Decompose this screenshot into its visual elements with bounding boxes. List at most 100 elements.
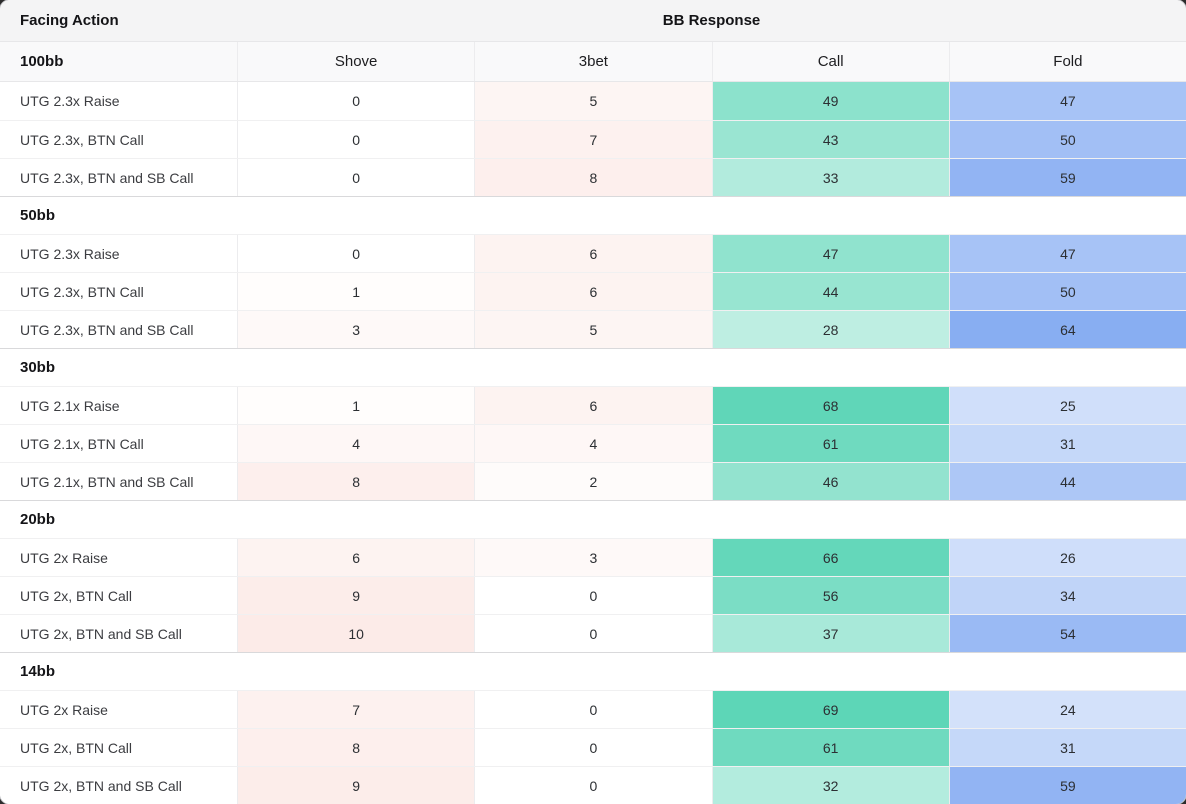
- table-row[interactable]: UTG 2x, BTN and SB Call 9 0 32 59: [0, 766, 1186, 804]
- fold-cell: 31: [948, 729, 1186, 766]
- shove-cell: 8: [237, 729, 475, 766]
- section-header-14bb: 14bb: [0, 652, 1186, 690]
- shove-cell: 9: [237, 577, 475, 614]
- 3bet-cell: 5: [474, 82, 712, 120]
- column-header-shove: Shove: [237, 42, 474, 81]
- call-cell: 66: [711, 539, 949, 576]
- fold-cell: 54: [948, 615, 1186, 652]
- section-label-30bb: 30bb: [20, 359, 56, 376]
- shove-cell: 9: [237, 767, 475, 804]
- fold-cell: 64: [948, 311, 1186, 348]
- shove-cell: 6: [237, 539, 475, 576]
- row-label: UTG 2x, BTN and SB Call: [20, 777, 182, 794]
- table-body: 100bb Shove 3bet Call Fold UTG 2.3x Raise 0 5 49…: [0, 42, 1186, 804]
- table-row[interactable]: UTG 2.3x Raise 0 6 47 47: [0, 234, 1186, 272]
- fold-cell: 50: [948, 121, 1186, 158]
- table-row[interactable]: UTG 2.1x, BTN Call 4 4 61 31: [0, 424, 1186, 462]
- row-label: UTG 2.3x Raise: [20, 93, 120, 109]
- shove-cell: 7: [237, 691, 475, 728]
- 3bet-cell: 2: [474, 463, 711, 500]
- table-row[interactable]: UTG 2x, BTN Call 8 0 61 31: [0, 728, 1186, 766]
- row-label: UTG 2.1x Raise: [20, 397, 120, 414]
- shove-cell: 8: [237, 463, 475, 500]
- fold-cell: 31: [948, 425, 1186, 462]
- fold-cell: 24: [948, 691, 1186, 728]
- row-label: UTG 2.3x, BTN Call: [20, 283, 144, 300]
- 3bet-cell: 8: [474, 159, 712, 196]
- table-row[interactable]: UTG 2.1x, BTN and SB Call 8 2 46 44: [0, 462, 1186, 500]
- shove-cell: 0: [237, 121, 474, 158]
- call-cell: 46: [711, 463, 949, 500]
- facing-action-header: Facing Action: [20, 12, 119, 29]
- row-label: UTG 2.1x, BTN Call: [20, 435, 144, 452]
- row-label: UTG 2x, BTN Call: [20, 739, 133, 756]
- shove-cell: 3: [237, 311, 474, 348]
- call-cell: 37: [711, 615, 949, 652]
- fold-cell: 44: [948, 463, 1186, 500]
- call-cell: 49: [711, 82, 949, 120]
- row-label: UTG 2x, BTN and SB Call: [20, 625, 182, 642]
- column-header-3bet: 3bet: [474, 42, 711, 81]
- 3bet-cell: 0: [474, 729, 711, 766]
- row-label: UTG 2x, BTN Call: [20, 587, 133, 604]
- shove-cell: 10: [237, 615, 475, 652]
- row-label: UTG 2.3x, BTN and SB Call: [20, 169, 194, 186]
- shove-cell: 0: [237, 82, 474, 120]
- fold-cell: 50: [948, 273, 1186, 310]
- table-row[interactable]: UTG 2x, BTN Call 9 0 56 34: [0, 576, 1186, 614]
- shove-cell: 1: [237, 273, 474, 310]
- bb-response-header: BB Response: [662, 12, 761, 29]
- fold-cell: 25: [948, 387, 1186, 424]
- fold-cell: 34: [948, 577, 1186, 614]
- call-cell: 44: [711, 273, 949, 310]
- section-header-20bb: 20bb: [0, 500, 1186, 538]
- row-label: UTG 2.3x Raise: [20, 245, 120, 262]
- fold-cell: 59: [948, 767, 1186, 804]
- column-header-row: 100bb Shove 3bet Call Fold: [0, 42, 1186, 82]
- shove-cell: 0: [237, 159, 474, 196]
- fold-cell: 59: [948, 159, 1186, 196]
- table-row[interactable]: UTG 2x Raise 6 3 66 26: [0, 538, 1186, 576]
- section-label-20bb: 20bb: [20, 511, 56, 528]
- table-row[interactable]: UTG 2x Raise 7 0 69 24: [0, 690, 1186, 728]
- shove-cell: 0: [237, 235, 474, 272]
- 3bet-cell: 0: [474, 767, 711, 804]
- fold-cell: 47: [948, 235, 1186, 272]
- call-cell: 47: [711, 235, 949, 272]
- table-row[interactable]: UTG 2.1x Raise 1 6 68 25: [0, 386, 1186, 424]
- table-row[interactable]: UTG 2x, BTN and SB Call 10 0 37 54: [0, 614, 1186, 652]
- call-cell: 32: [711, 767, 949, 804]
- section-label-14bb: 14bb: [20, 663, 56, 680]
- table-row[interactable]: UTG 2.3x, BTN and SB Call 0 8 33 59: [0, 158, 1186, 196]
- row-label: UTG 2.3x, BTN and SB Call: [20, 321, 194, 338]
- column-header-fold: Fold: [948, 42, 1186, 81]
- call-cell: 56: [711, 577, 949, 614]
- fold-cell: 26: [948, 539, 1186, 576]
- table-row[interactable]: UTG 2.3x, BTN Call 0 7 43 50: [0, 120, 1186, 158]
- 3bet-cell: 0: [474, 691, 711, 728]
- call-cell: 33: [711, 159, 949, 196]
- 3bet-cell: 0: [474, 615, 711, 652]
- 3bet-cell: 3: [474, 539, 711, 576]
- 3bet-cell: 0: [474, 577, 711, 614]
- call-cell: 43: [711, 121, 949, 158]
- table-row[interactable]: UTG 2.3x Raise 0 5 49 47: [0, 82, 1186, 120]
- 3bet-cell: 7: [474, 121, 712, 158]
- table-row[interactable]: UTG 2.3x, BTN Call 1 6 44 50: [0, 272, 1186, 310]
- row-label: UTG 2.1x, BTN and SB Call: [20, 473, 194, 490]
- call-cell: 61: [711, 425, 949, 462]
- section-label-100bb: 100bb: [20, 53, 64, 70]
- 3bet-cell: 6: [474, 387, 712, 424]
- 3bet-cell: 5: [474, 311, 712, 348]
- fold-cell: 47: [948, 82, 1186, 120]
- 3bet-cell: 4: [474, 425, 712, 462]
- call-cell: 61: [711, 729, 949, 766]
- table-row[interactable]: UTG 2.3x, BTN and SB Call 3 5 28 64: [0, 310, 1186, 348]
- section-header-30bb: 30bb: [0, 348, 1186, 386]
- 3bet-cell: 6: [474, 235, 712, 272]
- shove-cell: 4: [237, 425, 475, 462]
- row-label: UTG 2x Raise: [20, 549, 108, 566]
- section-label-50bb: 50bb: [20, 207, 56, 224]
- shove-cell: 1: [237, 387, 474, 424]
